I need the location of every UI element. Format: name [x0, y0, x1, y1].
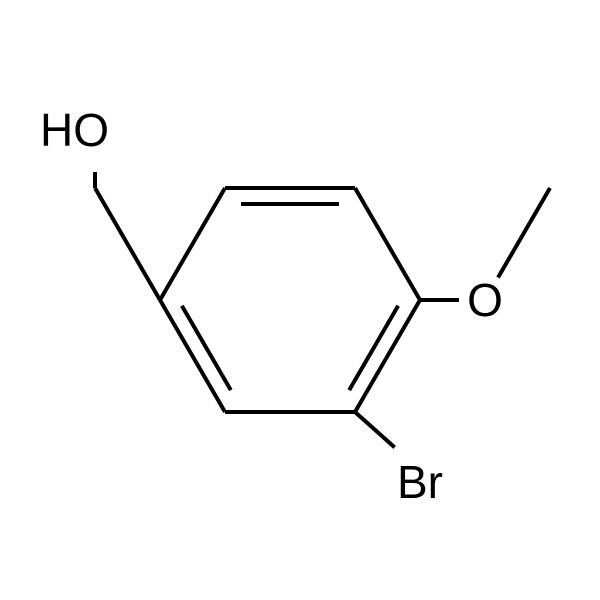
- canvas-background: [0, 0, 600, 600]
- atom-label-O_oh: HO: [40, 104, 109, 156]
- atom-label-O_ether: O: [467, 274, 503, 326]
- chemical-structure-diagram: HO O Br: [0, 0, 600, 600]
- atom-label-Br: Br: [397, 456, 443, 508]
